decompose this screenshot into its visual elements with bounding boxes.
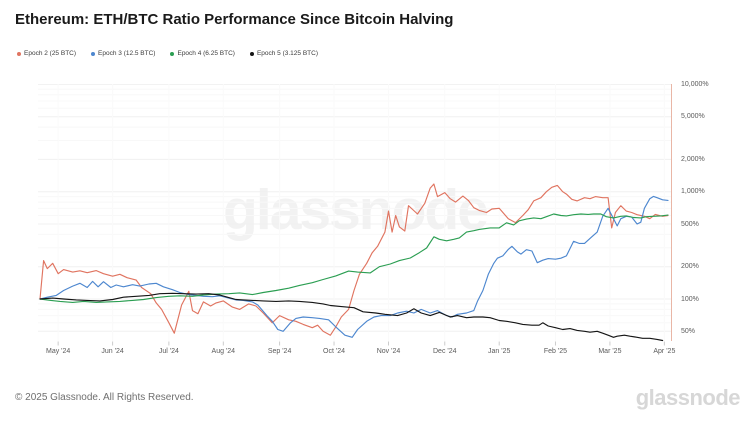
legend-dot-icon — [249, 52, 254, 57]
x-axis-label: Jan '25 — [488, 348, 511, 355]
series-epoch-4-6-25-btc — [39, 213, 669, 303]
plot-area[interactable]: glassnode — [38, 84, 672, 346]
copyright: © 2025 Glassnode. All Rights Reserved. — [15, 392, 194, 403]
legend-item-2[interactable]: Epoch 2 (25 BTC) — [17, 50, 77, 58]
legend-dot-icon — [17, 52, 21, 57]
y-axis-label: 5,000% — [681, 113, 705, 121]
legend-item-label: Epoch 2 (25 BTC) — [24, 50, 77, 57]
x-axis-label: Jun '24 — [101, 348, 124, 355]
legend-item-3[interactable]: Epoch 3 (12.5 BTC) — [91, 50, 156, 58]
series-epoch-3-12-5-btc — [39, 195, 669, 338]
y-axis-label: 2,000% — [681, 155, 705, 163]
legend-item-label: Epoch 5 (3.125 BTC) — [256, 50, 318, 57]
x-axis-label: Nov '24 — [376, 348, 401, 355]
legend-item-label: Epoch 3 (12.5 BTC) — [98, 50, 156, 57]
y-axis-label: 500% — [681, 220, 699, 228]
legend-dot-icon — [170, 52, 175, 57]
legend: Epoch 2 (25 BTC) Epoch 3 (12.5 BTC) Epoch … — [17, 50, 318, 58]
series-epoch-5-3-125-btc — [39, 292, 664, 342]
x-axis-label: Jul '24 — [158, 348, 179, 355]
legend-item-5[interactable]: Epoch 5 (3.125 BTC) — [249, 50, 318, 58]
x-axis-label: Feb '25 — [543, 348, 568, 355]
x-axis-label: Aug '24 — [211, 348, 236, 355]
y-axis-label: 1,000% — [681, 188, 705, 196]
x-axis-label: Oct '24 — [323, 348, 346, 355]
y-axis-label: 100% — [681, 295, 699, 303]
legend-item-4[interactable]: Epoch 4 (6.25 BTC) — [170, 50, 235, 58]
legend-item-label: Epoch 4 (6.25 BTC) — [177, 50, 235, 57]
x-axis-label: Mar '25 — [598, 348, 622, 355]
glassnode-logo: glassnode — [635, 385, 741, 410]
series-epoch-2-25-btc — [39, 183, 669, 336]
y-axis-label: 10,000% — [681, 80, 709, 88]
x-axis-label: Apr '25 — [653, 348, 676, 355]
x-axis-label: Dec '24 — [432, 348, 457, 355]
chart-svg — [38, 84, 672, 346]
y-axis-label: 200% — [681, 263, 699, 271]
chart-title: Ethereum: ETH/BTC Ratio Performance Sinc… — [15, 11, 454, 28]
y-axis: 10,000% 5,000% 2,000% 1,000% 500% 200% 100% 50% — [681, 0, 749, 422]
x-axis-label: May '24 — [45, 348, 71, 355]
legend-dot-icon — [91, 52, 96, 57]
x-axis-label: Sep '24 — [267, 348, 292, 355]
y-axis-label: 50% — [681, 327, 696, 335]
